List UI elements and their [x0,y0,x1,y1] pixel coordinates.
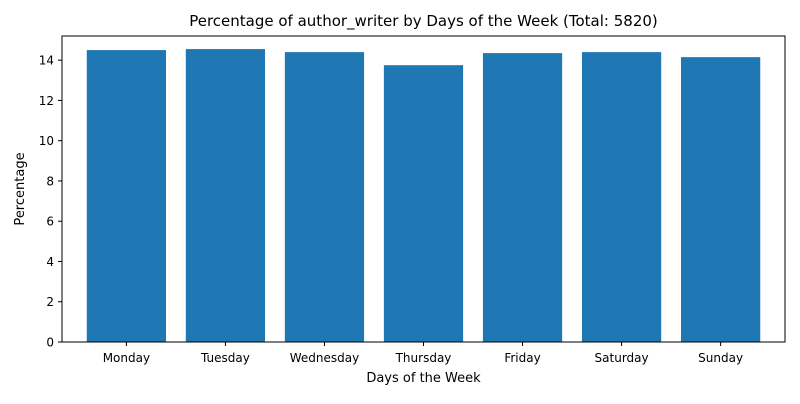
x-tick-label: Monday [103,351,150,365]
y-tick-label: 0 [46,336,54,350]
x-axis-ticks: Monday Tuesday Wednesday Thursday Friday Satu… [103,342,743,365]
x-tick-label: Wednesday [290,351,359,365]
bar-wednesday [285,52,364,342]
y-tick-label: 14 [39,54,54,68]
bar-tuesday [186,49,265,342]
x-tick-label: Saturday [595,351,649,365]
y-tick-label: 6 [46,215,54,229]
x-tick-label: Tuesday [200,351,250,365]
y-tick-label: 4 [46,255,54,269]
x-axis-label: Days of the Week [366,371,481,386]
y-tick-label: 10 [39,134,54,148]
bars-group [87,49,760,342]
bar-saturday [582,52,661,342]
bar-friday [483,53,562,342]
y-tick-label: 8 [46,174,54,188]
y-tick-label: 12 [39,94,54,108]
x-tick-label: Thursday [395,351,452,365]
y-tick-label: 2 [46,295,54,309]
x-tick-label: Friday [504,351,540,365]
y-axis-ticks: 0 2 4 6 8 10 12 14 [39,54,62,350]
chart-title: Percentage of author_writer by Days of t… [189,12,658,31]
x-tick-label: Sunday [698,351,743,365]
bar-thursday [384,65,463,342]
bar-sunday [681,57,760,342]
y-axis-label: Percentage [13,152,28,225]
bar-monday [87,50,166,342]
